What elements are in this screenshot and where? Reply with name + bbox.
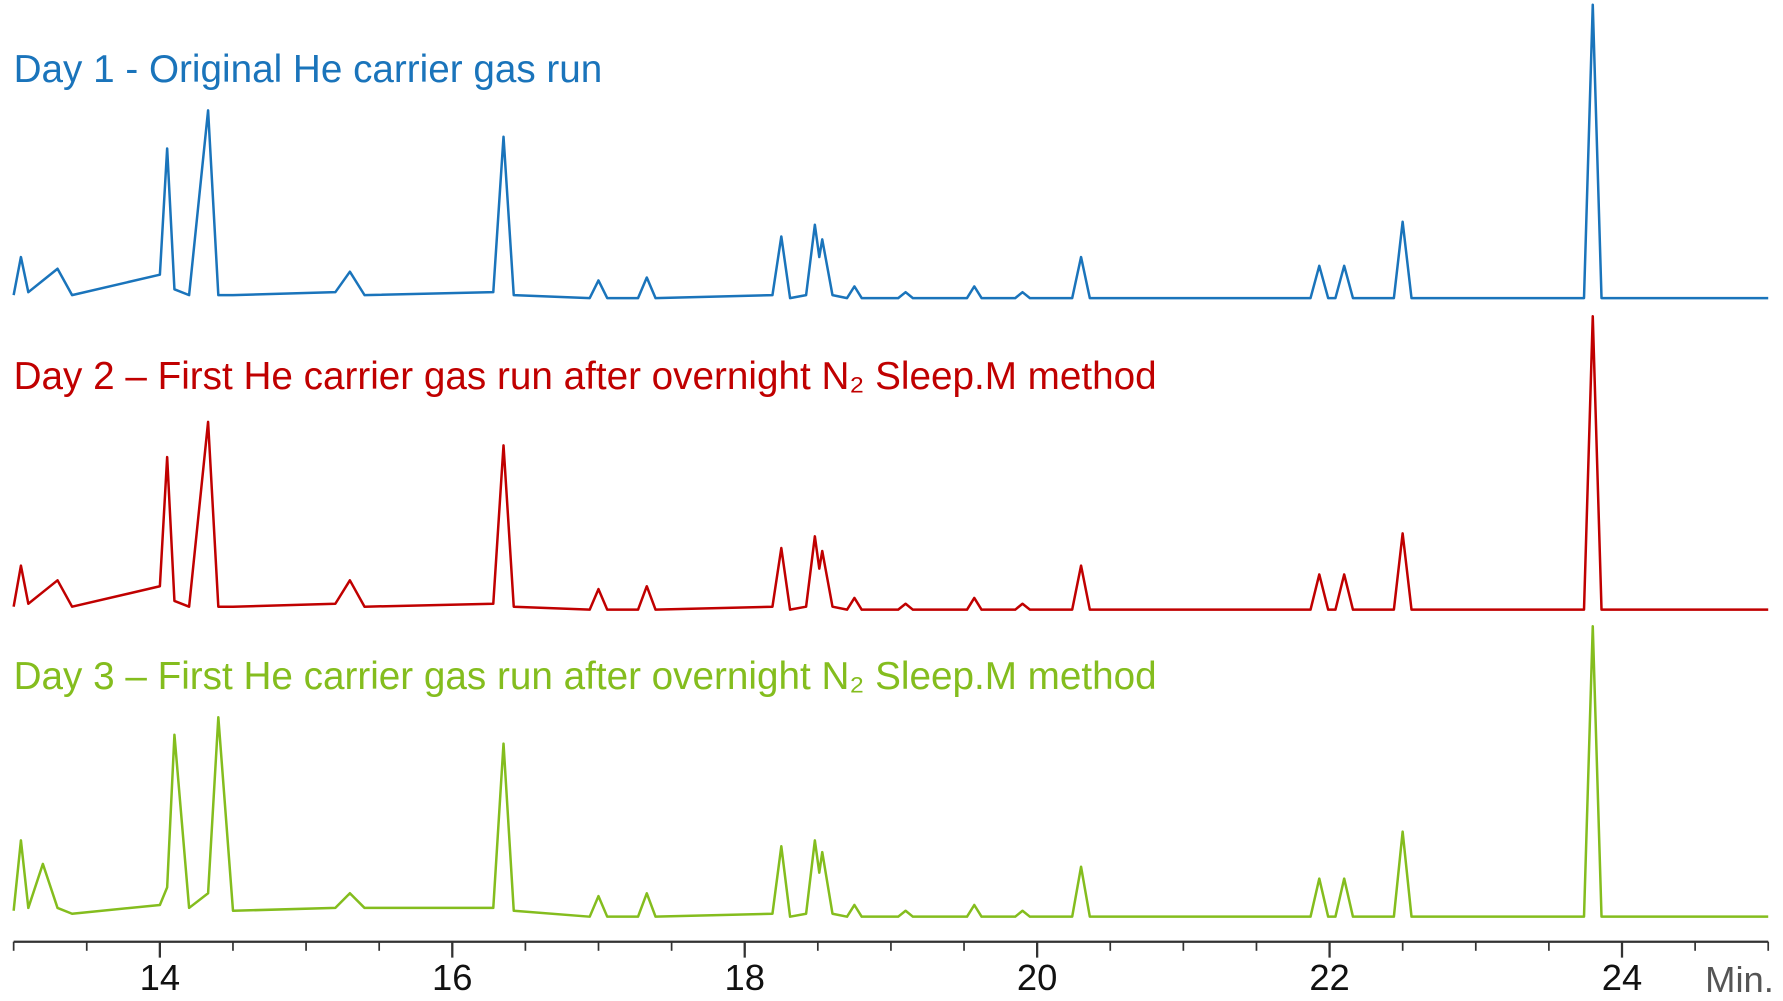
trace: [12, 3, 1769, 300]
x-tick-label: 20: [1017, 957, 1057, 998]
x-tick-label: 18: [724, 957, 764, 998]
x-tick-label: 22: [1309, 957, 1349, 998]
x-tick-label: 14: [140, 957, 180, 998]
series-title: Day 3 – First He carrier gas run after o…: [14, 655, 1157, 698]
trace: [12, 625, 1769, 918]
x-tick-label: 16: [432, 957, 472, 998]
series-title: Day 2 – First He carrier gas run after o…: [14, 355, 1157, 398]
series-title: Day 1 - Original He carrier gas run: [14, 48, 603, 91]
x-tick-label: 24: [1602, 957, 1642, 998]
x-axis-label: Min.: [1705, 959, 1774, 1000]
trace: [12, 315, 1769, 611]
